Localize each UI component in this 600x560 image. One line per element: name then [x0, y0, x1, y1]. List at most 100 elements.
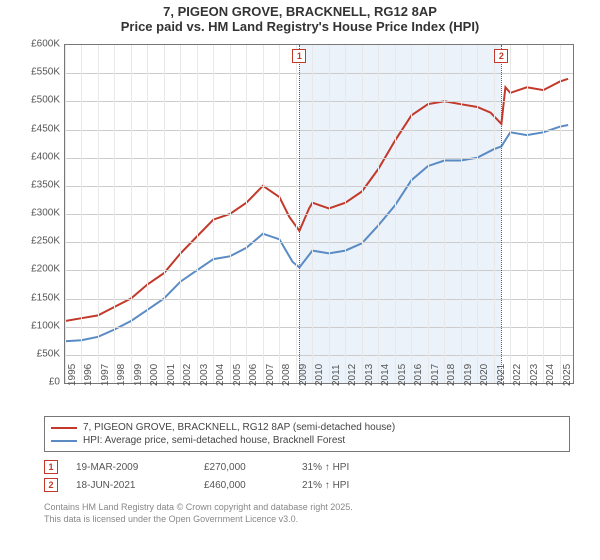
gridline	[65, 130, 573, 131]
event-row: 2 18-JUN-2021 £460,000 21% ↑ HPI	[44, 476, 570, 494]
event-price: £270,000	[204, 462, 284, 473]
y-axis-label: £350K	[20, 179, 60, 190]
legend-row: 7, PIGEON GROVE, BRACKNELL, RG12 8AP (se…	[51, 421, 563, 434]
title-address: 7, PIGEON GROVE, BRACKNELL, RG12 8AP	[0, 4, 600, 19]
gridline	[65, 73, 573, 74]
x-axis-label: 1995	[67, 364, 78, 386]
event-badge: 1	[44, 460, 58, 474]
event-price: £460,000	[204, 480, 284, 491]
legend-label: 7, PIGEON GROVE, BRACKNELL, RG12 8AP (se…	[83, 422, 395, 433]
xtick	[147, 45, 148, 383]
x-axis-label: 2018	[446, 364, 457, 386]
x-axis-label: 2023	[529, 364, 540, 386]
x-axis-label: 2021	[496, 364, 507, 386]
x-axis-label: 2020	[479, 364, 490, 386]
event-delta: 21% ↑ HPI	[302, 480, 349, 491]
x-axis-label: 2006	[248, 364, 259, 386]
xtick	[477, 45, 478, 383]
marker-line	[299, 45, 300, 383]
xtick	[197, 45, 198, 383]
xtick	[560, 45, 561, 383]
y-axis-label: £150K	[20, 292, 60, 303]
x-axis-label: 2025	[562, 364, 573, 386]
xtick	[461, 45, 462, 383]
xtick	[296, 45, 297, 383]
xtick	[246, 45, 247, 383]
xtick	[543, 45, 544, 383]
y-axis-label: £500K	[20, 95, 60, 106]
x-axis-label: 2014	[380, 364, 391, 386]
gridline	[65, 214, 573, 215]
xtick	[329, 45, 330, 383]
xtick	[428, 45, 429, 383]
x-axis-label: 2007	[265, 364, 276, 386]
x-axis-label: 2015	[397, 364, 408, 386]
footer-line1: Contains HM Land Registry data © Crown c…	[44, 502, 570, 514]
x-axis-label: 2024	[545, 364, 556, 386]
gridline	[65, 158, 573, 159]
legend-swatch	[51, 427, 77, 429]
gridline	[65, 186, 573, 187]
x-axis-label: 2000	[149, 364, 160, 386]
y-axis-label: £550K	[20, 67, 60, 78]
legend-swatch	[51, 440, 77, 442]
x-axis-label: 2009	[298, 364, 309, 386]
x-axis-label: 2003	[199, 364, 210, 386]
events-table: 119-MAR-2009£270,00031% ↑ HPI218-JUN-202…	[44, 458, 570, 494]
gridline	[65, 355, 573, 356]
gridline	[65, 242, 573, 243]
series-price_paid	[65, 79, 568, 321]
x-axis-label: 2008	[281, 364, 292, 386]
y-axis-label: £50K	[20, 348, 60, 359]
x-axis-label: 2016	[413, 364, 424, 386]
xtick	[263, 45, 264, 383]
gridline	[65, 101, 573, 102]
event-date: 18-JUN-2021	[76, 480, 186, 491]
x-axis-label: 2013	[364, 364, 375, 386]
x-axis-label: 1999	[133, 364, 144, 386]
xtick	[131, 45, 132, 383]
y-axis-label: £300K	[20, 208, 60, 219]
event-delta: 31% ↑ HPI	[302, 462, 349, 473]
chart-container: 7, PIGEON GROVE, BRACKNELL, RG12 8AP Pri…	[0, 0, 600, 560]
xtick	[312, 45, 313, 383]
xtick	[411, 45, 412, 383]
x-axis-label: 2017	[430, 364, 441, 386]
y-axis-label: £200K	[20, 264, 60, 275]
gridline	[65, 270, 573, 271]
x-axis-label: 2022	[512, 364, 523, 386]
x-axis-label: 2019	[463, 364, 474, 386]
y-axis-label: £250K	[20, 236, 60, 247]
legend-label: HPI: Average price, semi-detached house,…	[83, 435, 345, 446]
xtick	[395, 45, 396, 383]
event-row: 119-MAR-2009£270,00031% ↑ HPI	[44, 458, 570, 476]
y-axis-label: £450K	[20, 123, 60, 134]
xtick	[98, 45, 99, 383]
y-axis-label: £0	[20, 377, 60, 388]
marker-badge: 1	[292, 49, 306, 63]
plot-area: 12	[64, 44, 574, 384]
x-axis-label: 2004	[215, 364, 226, 386]
footer-line2: This data is licensed under the Open Gov…	[44, 514, 570, 526]
marker-line	[501, 45, 502, 383]
x-axis-label: 1996	[83, 364, 94, 386]
title-subtitle: Price paid vs. HM Land Registry's House …	[0, 19, 600, 34]
xtick	[213, 45, 214, 383]
x-axis-label: 2010	[314, 364, 325, 386]
xtick	[510, 45, 511, 383]
xtick	[444, 45, 445, 383]
xtick	[114, 45, 115, 383]
event-badge: 2	[44, 478, 58, 492]
title-block: 7, PIGEON GROVE, BRACKNELL, RG12 8AP Pri…	[0, 0, 600, 36]
xtick	[494, 45, 495, 383]
xtick	[378, 45, 379, 383]
xtick	[81, 45, 82, 383]
y-axis-label: £600K	[20, 39, 60, 50]
gridline	[65, 327, 573, 328]
x-axis-label: 2012	[347, 364, 358, 386]
xtick	[362, 45, 363, 383]
xtick	[65, 45, 66, 383]
xtick	[180, 45, 181, 383]
legend: 7, PIGEON GROVE, BRACKNELL, RG12 8AP (se…	[44, 416, 570, 452]
y-axis-label: £100K	[20, 320, 60, 331]
